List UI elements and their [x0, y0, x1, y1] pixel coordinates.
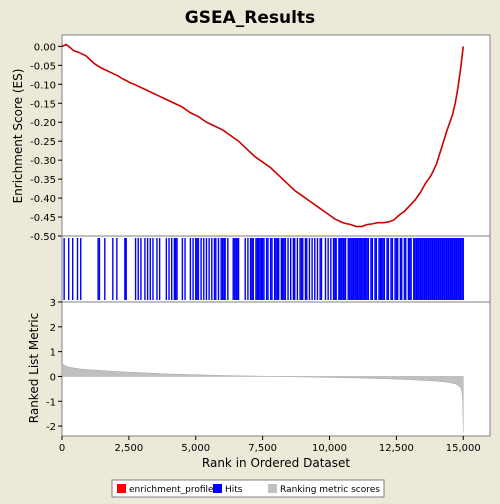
ranking-metric-area	[61, 362, 464, 433]
x-tick-label: 2,500	[115, 443, 144, 454]
rank-y-tick-label: 2	[50, 323, 56, 334]
es-y-tick-label: -0.45	[30, 213, 56, 224]
rank-panel: 3 2 1 0 -1 -2 Ranked List Metric	[27, 298, 491, 437]
x-tick-label: 0	[59, 443, 65, 454]
x-tick-label: 15,000	[446, 443, 481, 454]
es-y-tick-label: -0.25	[30, 137, 56, 148]
es-y-ticks: 0.00 -0.05 -0.10 -0.15 -0.20 -0.25 -0.30 -0.35 -…	[30, 42, 62, 243]
chart-title: GSEA_Results	[185, 8, 315, 28]
es-y-tick-label: -0.05	[30, 61, 56, 72]
x-axis-label: Rank in Ordered Dataset	[202, 456, 350, 470]
es-y-tick-label: -0.20	[30, 118, 56, 129]
legend-box	[111, 479, 385, 498]
es-y-tick-label: -0.40	[30, 194, 56, 205]
x-tick-label: 7,500	[248, 443, 277, 454]
rank-y-tick-label: 1	[50, 348, 56, 359]
rank-y-tick-label: -2	[46, 422, 56, 433]
enrichment-profile-line	[61, 43, 465, 228]
rank-y-tick-label: -1	[46, 397, 56, 408]
x-tick-label: 5,000	[181, 443, 210, 454]
rank-y-tick-label: 0	[50, 372, 56, 383]
legend-label-ranking: Ranking metric scores	[280, 485, 380, 495]
legend-swatch-ranking	[268, 484, 277, 493]
legend-swatch-hits	[213, 484, 222, 493]
es-y-tick-label: -0.35	[30, 175, 56, 186]
x-ticks: 0 2,500 5,000 7,500 10,000 12,500 15,000	[59, 436, 481, 454]
es-y-tick-label: -0.30	[30, 156, 56, 167]
rank-y-tick-label: 3	[50, 298, 56, 309]
rank-y-ticks: 3 2 1 0 -1 -2	[46, 298, 62, 433]
legend-label-enrichment: enrichment_profile	[129, 485, 214, 495]
hits-lines	[63, 238, 464, 300]
es-panel: 0.00 -0.05 -0.10 -0.15 -0.20 -0.25 -0.30 -0.35 -…	[11, 34, 491, 243]
legend: enrichment_profile Hits Ranking metric s…	[111, 479, 385, 498]
x-tick-label: 12,500	[379, 443, 414, 454]
es-y-tick-label: -0.50	[30, 232, 56, 243]
es-y-axis-label: Enrichment Score (ES)	[11, 69, 25, 204]
es-y-tick-label: 0.00	[34, 42, 56, 53]
rank-y-axis-label: Ranked List Metric	[27, 313, 41, 423]
es-plot-area	[61, 34, 491, 237]
es-y-tick-label: -0.10	[30, 80, 56, 91]
legend-label-hits: Hits	[225, 485, 243, 495]
rank-plot-area	[61, 301, 491, 437]
hits-panel	[61, 235, 491, 303]
x-tick-label: 10,000	[312, 443, 347, 454]
legend-swatch-enrichment	[117, 484, 126, 493]
es-y-tick-label: -0.15	[30, 99, 56, 110]
